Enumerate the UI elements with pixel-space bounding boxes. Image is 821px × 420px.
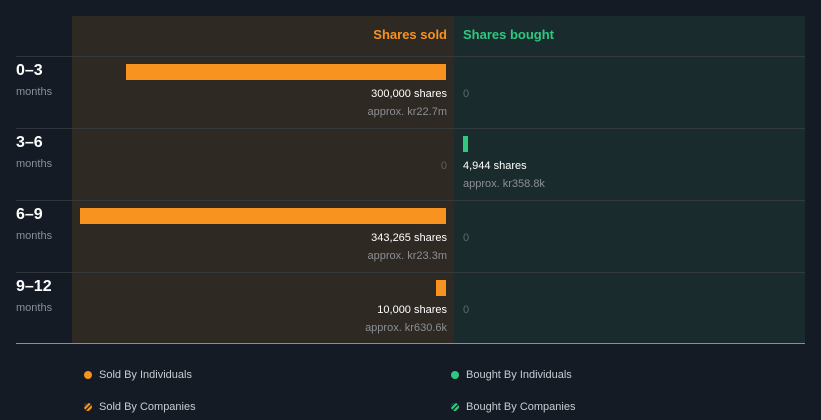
- period-unit: months: [16, 86, 53, 98]
- period-label: 0–3: [16, 62, 43, 79]
- table-row: 9–12 months 10,000 shares approx. kr630.…: [0, 272, 821, 344]
- sold-shares-value: 10,000 shares: [377, 304, 447, 316]
- green-hatch-icon: [451, 403, 459, 411]
- legend-sold-individuals[interactable]: Sold By Individuals: [84, 369, 192, 381]
- sold-approx-value: approx. kr23.3m: [367, 250, 447, 262]
- bought-approx-value: approx. kr358.8k: [463, 178, 545, 190]
- sold-bar[interactable]: [80, 208, 446, 224]
- period-unit: months: [16, 158, 53, 170]
- row-divider: [16, 272, 805, 273]
- table-row: 3–6 months 0 4,944 shares approx. kr358.…: [0, 128, 821, 200]
- bought-shares-value: 4,944 shares: [463, 160, 527, 172]
- period-unit: months: [16, 230, 53, 242]
- legend-sold-companies[interactable]: Sold By Companies: [84, 401, 196, 413]
- period-label: 6–9: [16, 206, 43, 223]
- period-unit: months: [16, 302, 53, 314]
- bought-zero-value: 0: [463, 88, 470, 100]
- row-divider: [16, 200, 805, 201]
- sold-zero-value: 0: [440, 160, 447, 172]
- table-row: 6–9 months 343,265 shares approx. kr23.3…: [0, 200, 821, 272]
- orange-hatch-icon: [84, 403, 92, 411]
- legend-bought-individuals[interactable]: Bought By Individuals: [451, 369, 572, 381]
- row-divider: [16, 56, 805, 57]
- sold-shares-value: 343,265 shares: [371, 232, 447, 244]
- bought-zero-value: 0: [463, 304, 470, 316]
- period-label: 3–6: [16, 134, 43, 151]
- header-shares-sold: Shares sold: [373, 27, 447, 42]
- period-label: 9–12: [16, 278, 52, 295]
- legend-label: Bought By Individuals: [466, 369, 572, 381]
- bought-panel: [454, 16, 805, 343]
- green-dot-icon: [451, 371, 459, 379]
- bought-zero-value: 0: [463, 232, 470, 244]
- sold-approx-value: approx. kr630.6k: [365, 322, 447, 334]
- sold-shares-value: 300,000 shares: [371, 88, 447, 100]
- legend-label: Sold By Companies: [99, 401, 196, 413]
- sold-bar[interactable]: [436, 280, 446, 296]
- table-row: 0–3 months 300,000 shares approx. kr22.7…: [0, 56, 821, 128]
- sold-bar[interactable]: [126, 64, 446, 80]
- row-divider: [16, 128, 805, 129]
- header-shares-bought: Shares bought: [463, 27, 555, 42]
- legend-label: Sold By Individuals: [99, 369, 192, 381]
- bought-bar[interactable]: [463, 136, 468, 152]
- legend-bought-companies[interactable]: Bought By Companies: [451, 401, 575, 413]
- sold-approx-value: approx. kr22.7m: [367, 106, 447, 118]
- legend-label: Bought By Companies: [466, 401, 576, 413]
- orange-dot-icon: [84, 371, 92, 379]
- chart-baseline: [16, 343, 805, 344]
